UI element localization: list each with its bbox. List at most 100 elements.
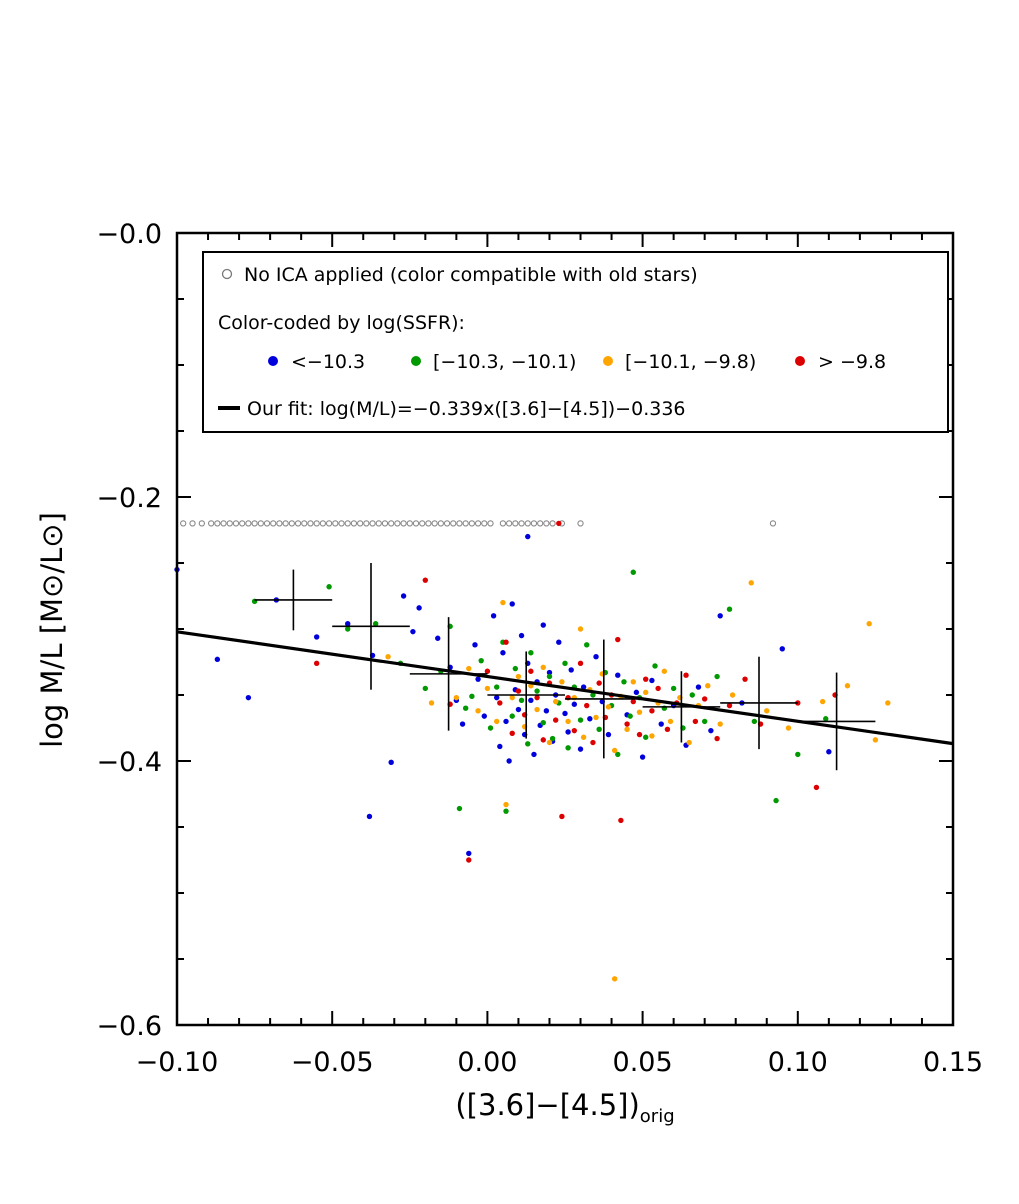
data-point-bin-1 (543, 708, 550, 714)
no-ica-point (524, 520, 531, 527)
data-point-bin-1 (568, 667, 574, 673)
y-tick-label: −0.4 (96, 747, 162, 778)
data-point-bin-4 (556, 520, 562, 527)
data-point-bin-3 (611, 747, 618, 754)
no-ica-point (530, 520, 538, 527)
no-ica-point (251, 520, 258, 527)
x-tick-label: 0.10 (768, 1047, 828, 1078)
legend: No ICA applied (color compatible with ol… (202, 251, 949, 433)
data-point-bin-2 (670, 685, 677, 692)
data-point-bin-1 (410, 628, 416, 635)
x-tick-label: 0.00 (457, 1047, 517, 1078)
no-ica-point (400, 520, 407, 527)
legend-dot-bin-1 (268, 356, 278, 366)
data-point-bin-4 (643, 676, 649, 682)
no-ica-point (245, 520, 252, 527)
no-ica-point (487, 520, 494, 527)
data-point-bin-3 (540, 664, 546, 670)
legend-box (202, 251, 949, 433)
data-point-bin-3 (844, 683, 851, 689)
no-ica-point (332, 520, 339, 527)
data-point-bin-4 (466, 857, 472, 863)
no-ica-point (276, 520, 283, 527)
no-ica-point (226, 520, 233, 527)
data-point-bin-3 (605, 704, 612, 710)
data-point-bin-1 (658, 721, 664, 727)
no-ica-point (356, 520, 364, 527)
legend-open-marker (221, 268, 233, 280)
data-point-bin-3 (705, 683, 711, 689)
data-point-bin-3 (729, 692, 736, 698)
data-point-bin-2 (462, 705, 469, 711)
data-point-bin-4 (630, 698, 636, 705)
data-point-bin-4 (503, 639, 509, 645)
no-ica-point (419, 520, 426, 527)
data-point-bin-2 (546, 673, 553, 680)
data-point-bin-1 (503, 718, 509, 725)
data-point-bin-4 (528, 668, 534, 674)
data-point-bin-3 (453, 694, 460, 701)
no-ica-point (263, 520, 271, 527)
data-point-bin-1 (366, 813, 373, 820)
data-point-bin-3 (593, 714, 599, 721)
data-point-bin-2 (509, 713, 515, 719)
data-point-bin-3 (484, 685, 491, 692)
y-tick-label: −0.0 (96, 219, 162, 250)
data-point-bin-1 (615, 672, 621, 678)
data-point-bin-3 (385, 654, 391, 660)
data-point-bin-2 (565, 745, 571, 751)
no-ica-point (288, 520, 295, 527)
y-tick-label: −0.2 (96, 483, 162, 514)
no-ica-point (294, 520, 302, 527)
data-point-bin-4 (534, 694, 540, 701)
no-ica-point (307, 520, 314, 527)
no-ica-point (443, 520, 451, 527)
data-point-bin-3 (611, 976, 618, 982)
no-ica-point (325, 520, 333, 527)
data-point-bin-2 (795, 751, 801, 758)
no-ica-point (518, 520, 525, 527)
data-point-bin-1 (528, 697, 534, 703)
data-point-bin-2 (577, 717, 584, 723)
data-point-bin-1 (481, 713, 487, 719)
data-point-bin-2 (469, 693, 475, 700)
y-axis-title: log M/L [M⊙/L⊙] (35, 512, 69, 748)
data-point-bin-3 (509, 694, 515, 701)
data-point-bin-2 (549, 735, 556, 742)
no-ica-point (350, 520, 358, 527)
data-point-bin-4 (552, 717, 559, 723)
data-point-bin-4 (313, 660, 320, 667)
data-point-bin-1 (593, 654, 599, 660)
data-point-bin-2 (478, 657, 484, 664)
data-point-bin-3 (466, 665, 472, 672)
data-point-bin-3 (534, 706, 540, 713)
no-ica-point (769, 520, 777, 527)
x-tick-label: 0.15 (923, 1047, 983, 1078)
data-point-bin-3 (552, 698, 559, 705)
data-point-bin-2 (326, 584, 332, 590)
data-point-bin-1 (826, 749, 832, 755)
data-point-bin-4 (615, 636, 621, 643)
data-point-bin-1 (475, 676, 481, 682)
y-tick-label: −0.6 (96, 1011, 162, 1042)
x-tick-label: −0.10 (136, 1047, 219, 1078)
legend-bin-2-label: [−10.3, −10.1) (433, 351, 576, 373)
no-ica-point (425, 520, 432, 527)
no-ica-point (388, 520, 395, 527)
no-ica-point (180, 520, 187, 527)
legend-no-ica-label: No ICA applied (color compatible with ol… (244, 264, 698, 286)
no-ica-point (450, 520, 457, 527)
data-point-bin-4 (590, 739, 596, 746)
legend-dot-bin-4 (795, 356, 805, 366)
data-point-bin-1 (313, 634, 320, 640)
no-ica-point (412, 520, 420, 527)
data-point-bin-3 (686, 739, 692, 746)
no-ica-point (375, 520, 382, 527)
data-point-bin-1 (531, 751, 537, 758)
data-point-bin-1 (500, 650, 506, 656)
data-point-bin-2 (528, 650, 534, 656)
data-point-bin-3 (475, 708, 481, 714)
data-point-bin-4 (422, 577, 429, 583)
data-point-bin-1 (388, 759, 394, 766)
data-point-bin-1 (695, 684, 702, 690)
